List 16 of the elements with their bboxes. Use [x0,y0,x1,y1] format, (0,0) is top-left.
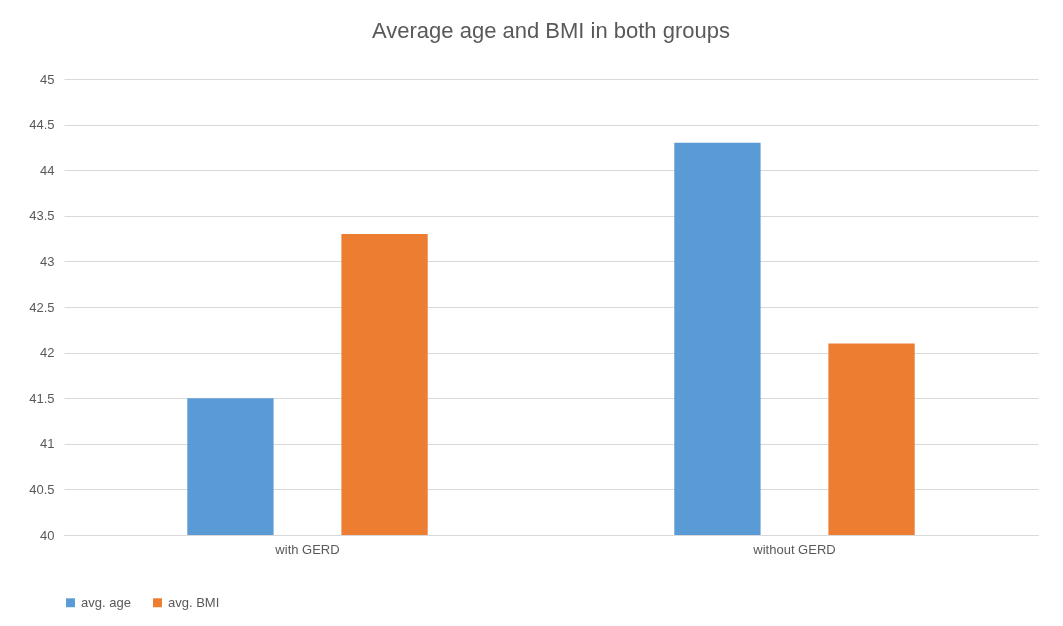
y-tick-label: 42 [40,345,55,361]
y-tick-label: 41 [40,436,55,452]
y-tick-label: 41.5 [29,390,55,406]
y-tick-label: 44.5 [29,117,55,133]
y-tick-label: 44 [40,162,55,178]
y-tick-label: 43 [40,253,55,269]
x-tick-label: without GERD [752,541,836,557]
y-tick-label: 40 [40,527,55,543]
y-tick-label: 42.5 [29,299,55,315]
y-tick-label: 40.5 [29,481,55,497]
chart-title: Average age and BMI in both groups [372,18,730,43]
y-tick-label: 43.5 [29,208,55,224]
y-tick-label: 45 [40,71,55,87]
legend-label: avg. age [81,594,131,610]
legend-label: avg. BMI [168,594,220,610]
x-tick-label: with GERD [274,541,340,557]
